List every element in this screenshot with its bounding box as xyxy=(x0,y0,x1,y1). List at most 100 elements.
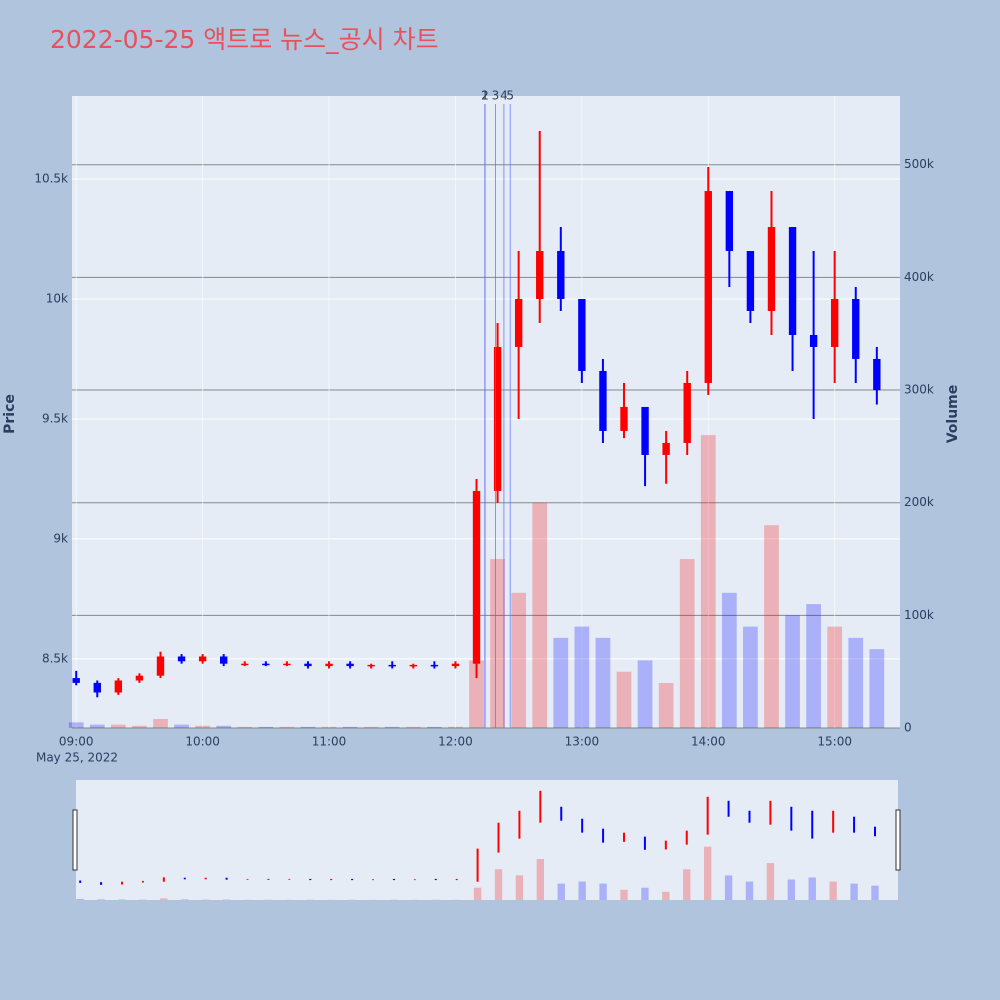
volume-bar xyxy=(721,592,737,728)
candle-body xyxy=(599,370,607,431)
x-date-label: May 25, 2022 xyxy=(36,751,118,765)
annotation-label: 1 xyxy=(481,89,489,103)
volume-bar xyxy=(574,626,590,728)
volume-bar xyxy=(490,559,505,728)
slider-volume-bar xyxy=(829,881,837,900)
y-axis-title: Price xyxy=(2,394,18,434)
volume-bar xyxy=(174,724,189,728)
candle-body xyxy=(388,664,396,667)
slider-volume-bar xyxy=(181,899,189,900)
volume-bar xyxy=(658,682,674,728)
candle-body xyxy=(156,656,165,676)
candle-body xyxy=(873,358,881,391)
volume-bar xyxy=(553,637,569,728)
volume-bar xyxy=(764,525,779,728)
volume-bar xyxy=(384,726,400,728)
volume-bar xyxy=(827,626,843,728)
volume-bar xyxy=(363,726,379,728)
volume-bar xyxy=(848,637,864,728)
volume-bar xyxy=(743,626,758,728)
candle-body xyxy=(430,664,439,667)
candle-body xyxy=(262,663,270,666)
candle-body xyxy=(536,251,544,299)
candle-body xyxy=(557,251,565,299)
range-slider[interactable] xyxy=(76,780,898,900)
y2-tick-label: 0 xyxy=(904,721,912,735)
slider-volume-bar xyxy=(97,899,105,900)
y-tick-label: 10k xyxy=(46,291,68,305)
volume-bar xyxy=(342,726,358,728)
y2-tick-label: 100k xyxy=(904,608,934,622)
slider-volume-bar xyxy=(703,846,712,900)
candle-body xyxy=(620,406,628,431)
slider-volume-bar xyxy=(850,883,858,900)
slider-volume-bar xyxy=(871,885,879,900)
slider-handle[interactable] xyxy=(895,809,901,871)
slider-volume-bar xyxy=(118,899,126,900)
candle-body xyxy=(198,656,207,662)
slider-volume-bar xyxy=(620,889,628,900)
candle-body xyxy=(93,682,101,693)
slider-volume-bar xyxy=(473,887,482,900)
volume-bar xyxy=(153,718,168,728)
volume-bar xyxy=(679,559,695,728)
candle-body xyxy=(809,334,818,347)
annotation-label: 4 xyxy=(500,89,508,103)
volume-bar xyxy=(806,604,821,728)
y2-tick-label: 200k xyxy=(904,495,934,509)
slider-volume-bar xyxy=(515,875,524,900)
slider-volume-bar xyxy=(787,879,796,900)
x-tick-label: 13:00 xyxy=(565,735,600,749)
volume-bar xyxy=(321,726,337,728)
volume-bar xyxy=(427,726,442,728)
volume-bar xyxy=(532,502,548,728)
slider-volume-bar xyxy=(536,859,545,900)
slider-handle[interactable] xyxy=(72,809,78,871)
plot-area xyxy=(72,96,900,728)
candle-body xyxy=(831,298,839,347)
volume-bar xyxy=(469,660,484,728)
chart-title: 2022-05-25 액트로 뉴스_공시 차트 xyxy=(50,25,439,54)
volume-bar xyxy=(237,726,253,728)
candle-body xyxy=(788,227,797,335)
annotation-label: 5 xyxy=(506,89,514,103)
x-tick-label: 14:00 xyxy=(691,735,726,749)
annotation-label: 2 xyxy=(481,89,489,103)
y2-tick-label: 500k xyxy=(904,157,934,171)
volume-bar xyxy=(132,725,147,728)
candle-body xyxy=(304,663,312,667)
candle-body xyxy=(451,663,460,667)
candle-body xyxy=(514,298,523,347)
slider-volume-bar xyxy=(662,891,670,900)
volume-bar xyxy=(595,637,611,728)
candle-body xyxy=(283,663,291,666)
candle-body xyxy=(725,191,734,252)
x-tick-label: 10:00 xyxy=(185,735,220,749)
volume-bar xyxy=(511,592,527,728)
volume-bar xyxy=(195,725,210,728)
y2-axis-title: Volume xyxy=(945,385,961,444)
volume-bar xyxy=(216,725,232,728)
volume-bar xyxy=(279,726,295,728)
slider-volume-bar xyxy=(808,877,816,900)
slider-volume-bar xyxy=(641,887,649,900)
volume-bar xyxy=(616,671,632,728)
x-tick-label: 11:00 xyxy=(312,735,347,749)
volume-bar xyxy=(448,726,463,728)
y-tick-label: 9.5k xyxy=(42,411,68,425)
slider-volume-bar xyxy=(745,881,754,900)
y-tick-label: 9k xyxy=(53,531,68,545)
candle-body xyxy=(325,663,333,667)
x-tick-label: 15:00 xyxy=(817,735,852,749)
candle-body xyxy=(346,663,354,667)
volume-bar xyxy=(637,660,653,728)
candle-body xyxy=(578,298,586,371)
volume-bar xyxy=(300,726,316,728)
y2-tick-label: 400k xyxy=(904,270,934,284)
candle-body xyxy=(220,656,228,664)
volume-bar xyxy=(869,649,885,728)
volume-bar xyxy=(68,722,84,728)
candle-body xyxy=(852,298,860,359)
candle-body xyxy=(72,678,80,683)
